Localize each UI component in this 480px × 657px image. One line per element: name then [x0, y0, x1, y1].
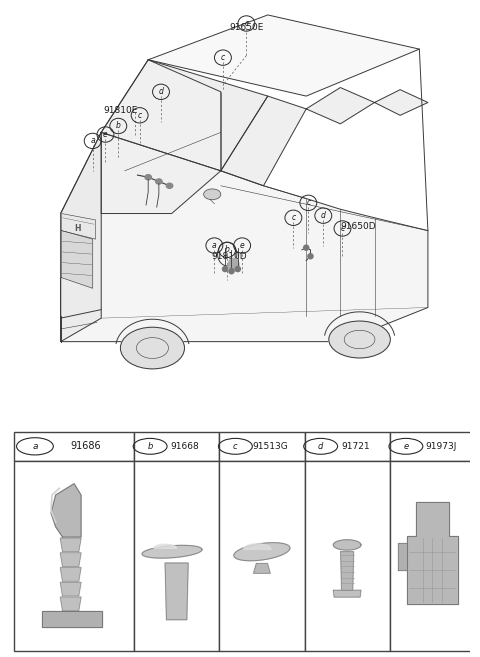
Polygon shape	[333, 540, 361, 550]
Polygon shape	[306, 87, 374, 124]
Bar	[134, 432, 219, 461]
Text: b: b	[147, 442, 153, 451]
Polygon shape	[60, 553, 81, 566]
Text: b: b	[225, 245, 229, 254]
Polygon shape	[61, 214, 96, 239]
Circle shape	[235, 267, 240, 271]
Bar	[390, 461, 475, 652]
Text: e: e	[103, 130, 108, 139]
Polygon shape	[398, 543, 407, 570]
Polygon shape	[61, 231, 93, 288]
Polygon shape	[253, 564, 270, 574]
Polygon shape	[148, 15, 420, 96]
Bar	[14, 461, 134, 652]
Text: 91650E: 91650E	[229, 23, 264, 32]
Text: c: c	[291, 214, 296, 222]
Text: c: c	[340, 224, 345, 233]
Polygon shape	[165, 563, 188, 620]
Polygon shape	[60, 538, 81, 552]
Text: 91973J: 91973J	[425, 442, 456, 451]
Circle shape	[304, 245, 309, 250]
Polygon shape	[142, 545, 202, 558]
Text: 91668: 91668	[171, 442, 200, 451]
Polygon shape	[60, 133, 101, 342]
Ellipse shape	[204, 189, 221, 200]
Text: b: b	[116, 122, 121, 131]
Bar	[14, 432, 134, 461]
Polygon shape	[154, 544, 177, 549]
Ellipse shape	[228, 258, 239, 271]
Ellipse shape	[156, 179, 162, 184]
Text: c: c	[244, 19, 249, 28]
Bar	[390, 432, 475, 461]
Polygon shape	[60, 133, 428, 342]
Text: d: d	[158, 87, 163, 97]
Polygon shape	[60, 582, 81, 596]
Text: e: e	[403, 442, 408, 451]
Polygon shape	[42, 610, 102, 627]
Text: a: a	[212, 241, 216, 250]
Ellipse shape	[329, 321, 390, 358]
Text: 91810D: 91810D	[212, 252, 247, 261]
Polygon shape	[407, 502, 458, 604]
Text: c: c	[221, 53, 225, 62]
Text: d: d	[321, 211, 326, 220]
Ellipse shape	[167, 183, 173, 189]
Bar	[304, 461, 390, 652]
Text: H: H	[74, 224, 81, 233]
Bar	[134, 461, 219, 652]
Text: c: c	[233, 442, 238, 451]
Polygon shape	[374, 89, 428, 116]
Polygon shape	[101, 60, 221, 214]
Circle shape	[308, 254, 313, 259]
Polygon shape	[60, 568, 81, 581]
Text: 91810E: 91810E	[103, 106, 138, 116]
Polygon shape	[221, 96, 306, 186]
Text: d: d	[318, 442, 324, 451]
Polygon shape	[60, 597, 81, 610]
Text: 91513G: 91513G	[252, 442, 288, 451]
Polygon shape	[333, 590, 361, 597]
Text: a: a	[32, 442, 38, 451]
Ellipse shape	[145, 175, 151, 180]
Ellipse shape	[120, 327, 184, 369]
Polygon shape	[243, 544, 271, 549]
Bar	[219, 432, 304, 461]
Circle shape	[229, 269, 234, 274]
Text: 91650D: 91650D	[340, 222, 376, 231]
Polygon shape	[341, 552, 354, 590]
Text: a: a	[90, 137, 95, 145]
Polygon shape	[51, 484, 81, 537]
Text: c: c	[306, 198, 311, 208]
Text: 91721: 91721	[341, 442, 370, 451]
Polygon shape	[101, 60, 268, 171]
Circle shape	[223, 267, 228, 271]
Polygon shape	[234, 543, 290, 560]
Text: e: e	[240, 241, 244, 250]
Bar	[219, 461, 304, 652]
Bar	[304, 432, 390, 461]
Text: 91686: 91686	[70, 442, 101, 451]
Text: c: c	[137, 111, 142, 120]
